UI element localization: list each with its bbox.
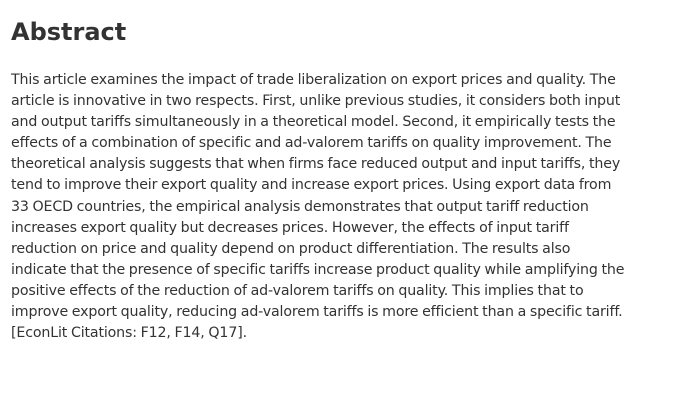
abstract-section: Abstract This article examines the impac… (11, 0, 693, 344)
abstract-text: This article examines the impact of trad… (11, 72, 625, 342)
abstract-heading: Abstract (11, 18, 127, 46)
